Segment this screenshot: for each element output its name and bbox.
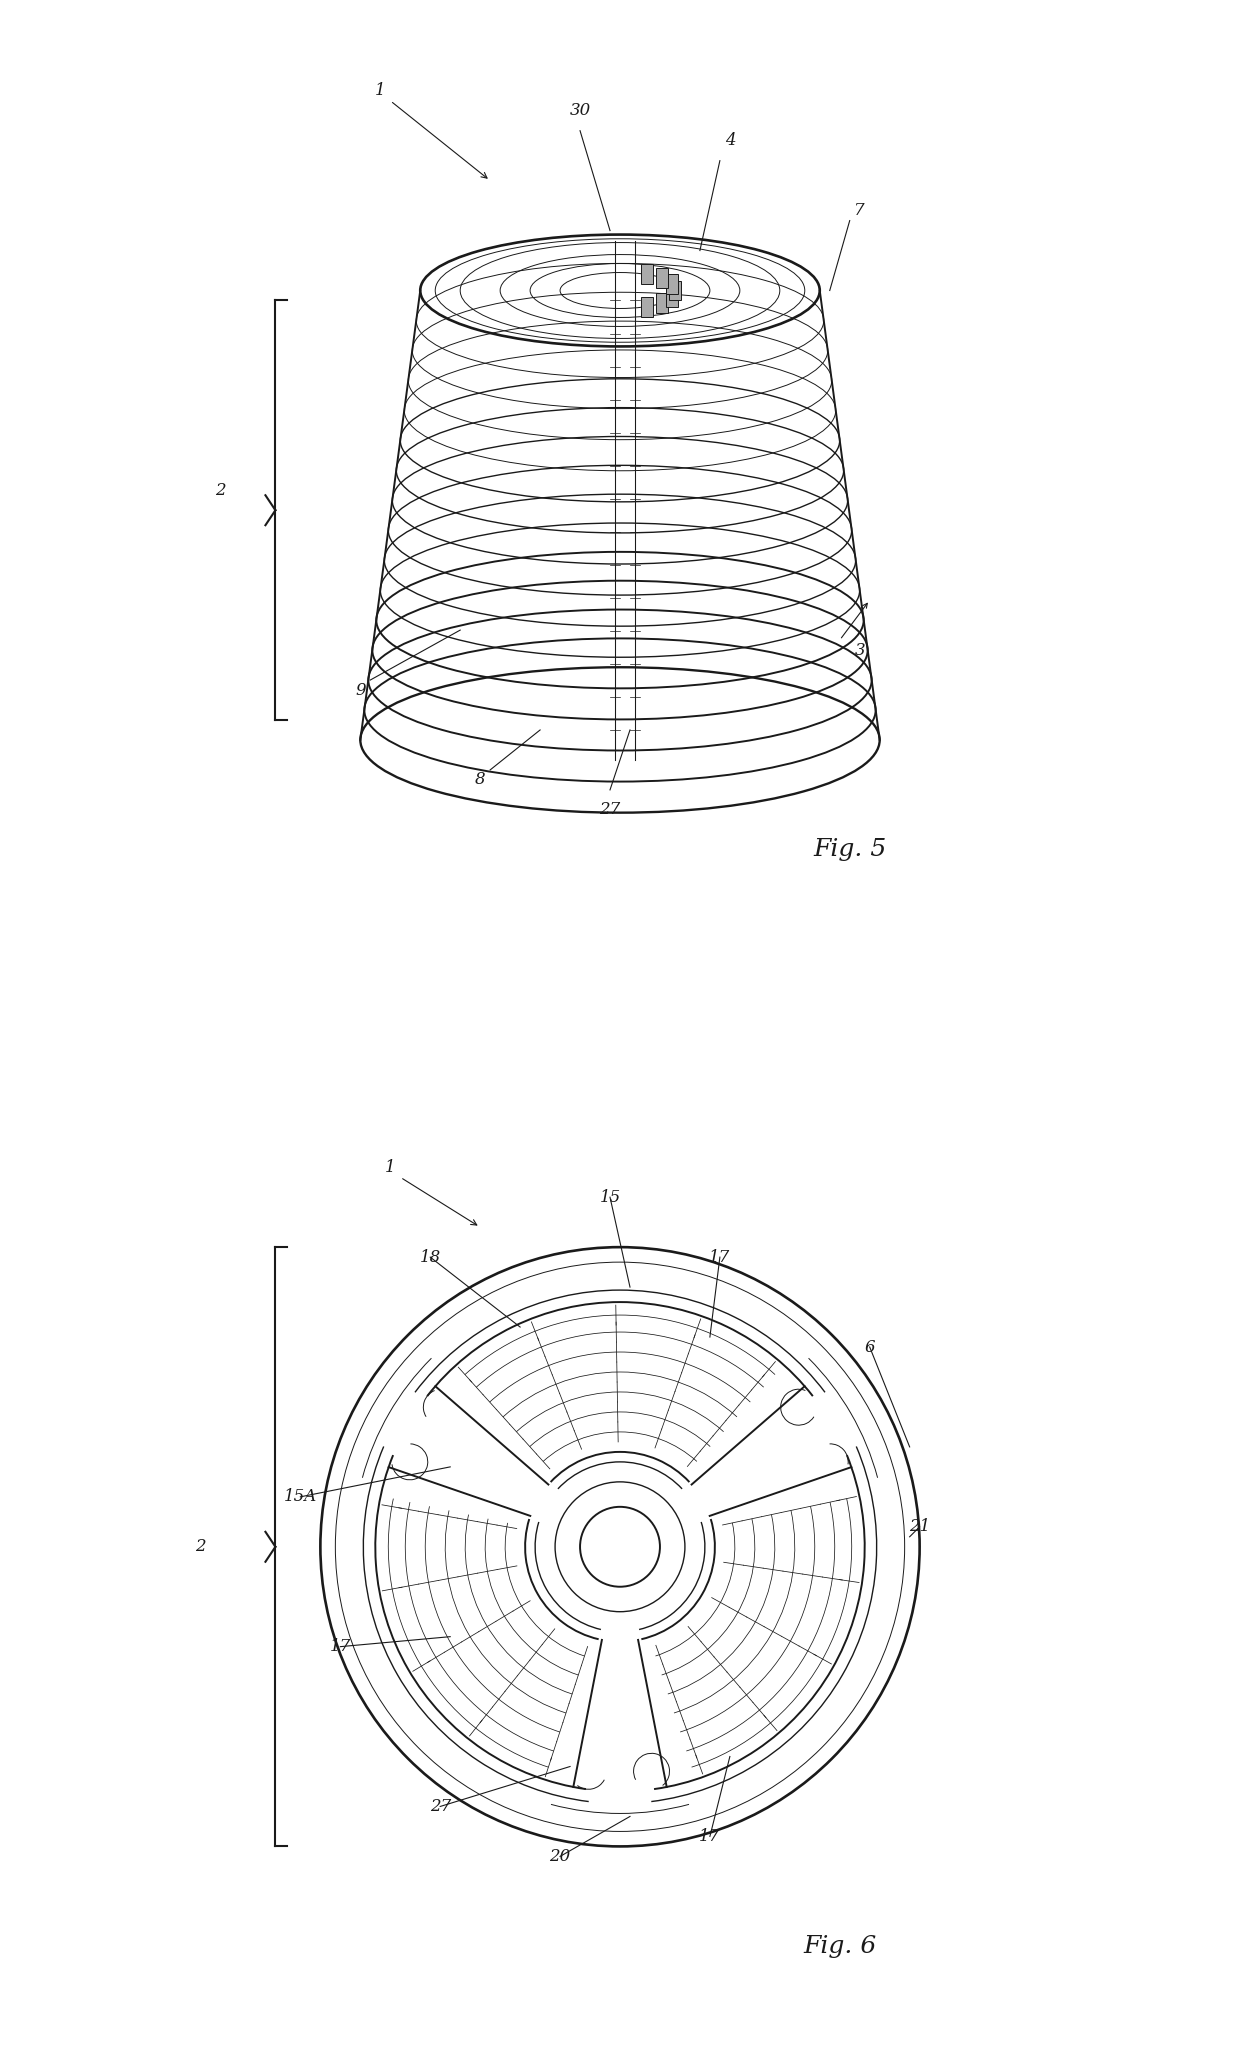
Text: 1: 1 [384, 1160, 396, 1176]
Bar [641, 298, 653, 316]
Text: 15: 15 [599, 1189, 621, 1205]
Text: 8: 8 [475, 771, 486, 788]
Text: 6: 6 [864, 1339, 875, 1356]
Text: 17: 17 [709, 1248, 730, 1265]
Text: 27: 27 [599, 802, 621, 819]
Text: 30: 30 [569, 101, 590, 120]
Text: 18: 18 [419, 1248, 441, 1265]
Text: 27: 27 [429, 1798, 451, 1815]
Text: 3: 3 [854, 641, 866, 659]
Bar [668, 281, 681, 300]
Text: Fig. 5: Fig. 5 [813, 839, 887, 862]
Text: Fig. 6: Fig. 6 [804, 1935, 877, 1957]
Text: 9: 9 [355, 682, 366, 699]
Text: 2: 2 [216, 482, 226, 498]
Bar [666, 287, 677, 308]
Text: 7: 7 [854, 203, 866, 219]
Bar [656, 269, 668, 287]
Text: 4: 4 [724, 132, 735, 149]
Bar [666, 275, 677, 294]
Text: 21: 21 [909, 1519, 930, 1536]
Bar [641, 265, 653, 283]
Text: 2: 2 [195, 1538, 206, 1554]
Text: 20: 20 [549, 1848, 570, 1864]
Text: 1: 1 [374, 83, 386, 99]
Text: 15A: 15A [284, 1488, 317, 1505]
Text: 17: 17 [699, 1827, 720, 1846]
Text: 17: 17 [330, 1639, 351, 1656]
Bar [656, 294, 668, 312]
